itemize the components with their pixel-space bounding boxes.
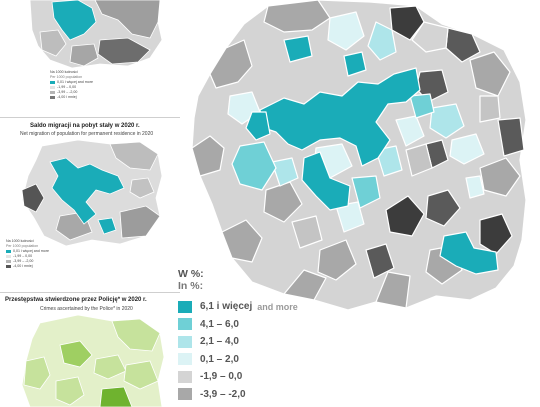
legend-item: -3,99 – -2,00 bbox=[6, 259, 49, 264]
legend-item: -1,99 – 0,00 bbox=[50, 85, 93, 90]
legend-swatch bbox=[178, 335, 192, 348]
legend-item: 0,1 – 2,0 bbox=[178, 351, 338, 369]
legend-label: 4,1 – 6,0 bbox=[200, 318, 239, 330]
mini-map-middle bbox=[21, 140, 163, 247]
legend-item: -4,00 i mniej bbox=[6, 264, 49, 269]
panel-top-legend: Na 1000 ludności Per 1000 population 0,0… bbox=[50, 70, 93, 100]
legend-item: 6,1 i więcej and more bbox=[178, 298, 338, 316]
legend-swatch bbox=[178, 388, 192, 401]
legend-title-pl: W %: bbox=[178, 268, 204, 280]
legend-swatch bbox=[50, 80, 55, 84]
legend-item: 4,1 – 6,0 bbox=[178, 316, 338, 334]
panel-top: Na 1000 ludności Per 1000 population 0,0… bbox=[0, 0, 180, 118]
legend-title-pl: Na 1000 ludności bbox=[50, 70, 78, 74]
legend-item: 0,01 i więcej and more bbox=[50, 80, 93, 85]
legend-title-pl: Na 1000 ludności bbox=[6, 239, 34, 243]
legend-title-en: Per 1000 population bbox=[6, 244, 39, 248]
legend-item: -3,9 – -2,0 bbox=[178, 386, 338, 404]
legend-item: 0,01 i więcej and more bbox=[6, 249, 49, 254]
panel-bottom-subtitle: Crimes ascertained by the Police* in 202… bbox=[40, 306, 133, 312]
legend-label: 2,1 – 4,0 bbox=[200, 336, 239, 348]
legend-swatch bbox=[178, 318, 192, 331]
legend-label: 6,1 i więcej bbox=[200, 301, 253, 313]
panel-divider bbox=[0, 292, 180, 293]
legend-label: -3,9 – -2,0 bbox=[200, 388, 246, 400]
legend-title-en: In %: bbox=[178, 280, 204, 292]
legend-swatch bbox=[6, 264, 11, 268]
main-map bbox=[191, 0, 527, 311]
legend-swatch bbox=[6, 254, 11, 258]
panel-middle: Saldo migracji na pobyt stały w 2020 r. … bbox=[0, 118, 180, 292]
legend-note: and more bbox=[257, 301, 298, 312]
legend-swatch bbox=[6, 249, 11, 253]
legend-item: -1,9 – 0,0 bbox=[178, 368, 338, 386]
main-legend: W %: In %: 6,1 i więcej and more 4,1 – 6… bbox=[178, 268, 338, 403]
legend-swatch bbox=[6, 259, 11, 263]
panel-middle-legend: Na 1000 ludności Per 1000 population 0,0… bbox=[6, 239, 49, 269]
legend-title-en: Per 1000 population bbox=[50, 75, 83, 79]
legend-swatch bbox=[50, 90, 55, 94]
legend-item: 2,1 – 4,0 bbox=[178, 333, 338, 351]
legend-item: -1,99 – 0,00 bbox=[6, 254, 49, 259]
legend-swatch bbox=[178, 300, 192, 313]
panel-bottom: Przestępstwa stwierdzone przez Policję* … bbox=[0, 293, 180, 407]
legend-swatch bbox=[178, 353, 192, 366]
legend-item: -3,99 – -2,00 bbox=[50, 90, 93, 95]
panel-middle-subtitle: Net migration of population for permanen… bbox=[20, 131, 154, 137]
panel-divider bbox=[0, 117, 180, 118]
legend-swatch bbox=[50, 85, 55, 89]
legend-swatch bbox=[178, 370, 192, 383]
legend-label: 0,1 – 2,0 bbox=[200, 353, 239, 365]
panel-bottom-title: Przestępstwa stwierdzone przez Policję* … bbox=[5, 297, 147, 303]
mini-map-bottom bbox=[21, 315, 165, 407]
legend-item: -4,00 i mniej bbox=[50, 95, 93, 100]
legend-swatch bbox=[50, 95, 55, 99]
panel-middle-title: Saldo migracji na pobyt stały w 2020 r. bbox=[30, 123, 140, 129]
legend-label: -1,9 – 0,0 bbox=[200, 371, 243, 383]
mini-map-top bbox=[29, 0, 163, 69]
